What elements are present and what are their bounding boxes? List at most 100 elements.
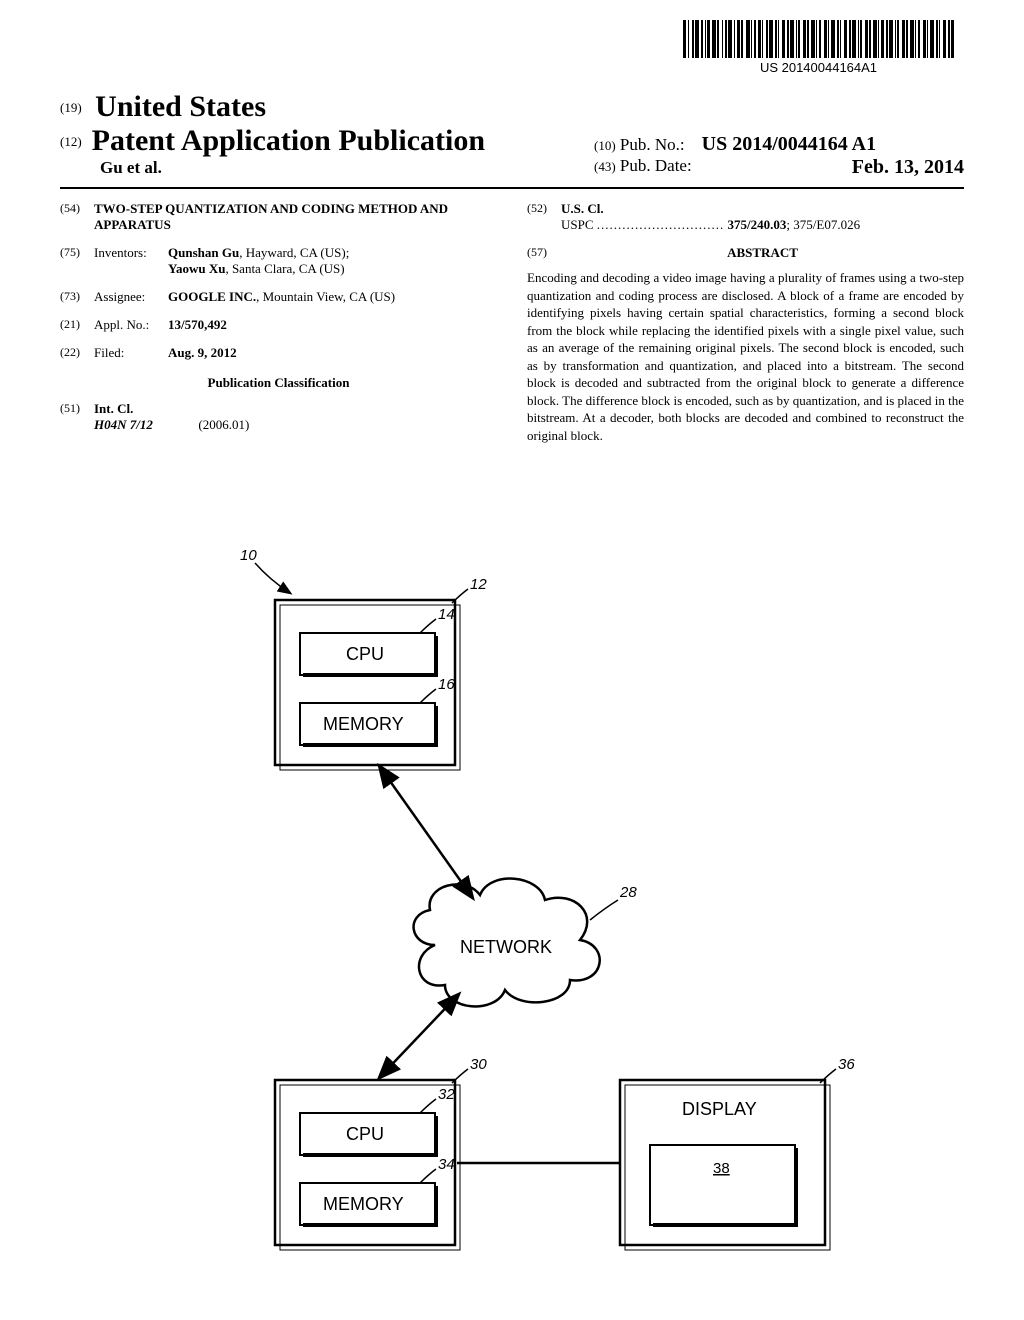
box-cpu-32-shadow-b [303, 1153, 438, 1157]
ref-10-arrow [255, 563, 290, 593]
box-memory-16-shadow-b [303, 743, 438, 747]
filed-label: Filed: [94, 345, 168, 361]
field-52: (52) U.S. Cl. USPC .....................… [527, 201, 964, 233]
field-22: (22) Filed: Aug. 9, 2012 [60, 345, 497, 361]
code-22: (22) [60, 345, 94, 361]
link-28-30 [380, 995, 458, 1077]
ref-12-line [452, 589, 468, 603]
abstract-heading: ABSTRACT [561, 245, 964, 261]
inventor-2-loc: , Santa Clara, CA (US) [225, 261, 344, 276]
cpu-label-14: CPU [346, 644, 384, 664]
barcode [683, 20, 954, 58]
assignee-name: GOOGLE INC. [168, 289, 256, 304]
memory-label-34: MEMORY [323, 1194, 404, 1214]
abstract-text: Encoding and decoding a video image havi… [527, 269, 964, 444]
field-57: (57) ABSTRACT [527, 245, 964, 265]
appl-no-label: Appl. No.: [94, 317, 168, 333]
field-75: (75) Inventors: Qunshan Gu, Hayward, CA … [60, 245, 497, 277]
code-54: (54) [60, 201, 94, 233]
ref-34: 34 [438, 1156, 455, 1173]
filed-value: Aug. 9, 2012 [168, 345, 497, 361]
code-21: (21) [60, 317, 94, 333]
display-label: DISPLAY [682, 1099, 757, 1119]
code-51: (51) [60, 401, 94, 433]
field-21: (21) Appl. No.: 13/570,492 [60, 317, 497, 333]
country: United States [95, 90, 266, 123]
box-memory-16-shadow-r [434, 706, 438, 747]
code-75: (75) [60, 245, 94, 277]
ref-34-line [420, 1169, 436, 1183]
pub-no-label: Pub. No.: [620, 135, 685, 154]
ref-12: 12 [470, 576, 487, 593]
ref-16: 16 [438, 676, 455, 693]
inventor-2-name: Yaowu Xu [168, 261, 225, 276]
ref-10: 10 [240, 547, 257, 564]
box-38-shadow-r [794, 1148, 798, 1227]
code-12: (12) [60, 134, 82, 149]
uspc-rest: ; 375/E07.026 [786, 217, 860, 232]
inventors-list: Qunshan Gu, Hayward, CA (US); Yaowu Xu, … [168, 245, 497, 277]
memory-label-16: MEMORY [323, 714, 404, 734]
appl-no-value: 13/570,492 [168, 317, 497, 333]
box-38 [650, 1145, 795, 1225]
divider [60, 187, 964, 189]
field-73: (73) Assignee: GOOGLE INC., Mountain Vie… [60, 289, 497, 305]
ref-28: 28 [619, 884, 637, 901]
box-cpu-14-shadow-r [434, 636, 438, 677]
uspc-dots: .............................. [597, 217, 725, 232]
header-line-1: (19) United States [60, 90, 964, 124]
ref-14-line [420, 619, 436, 633]
barcode-region: US 20140044164A1 [683, 20, 954, 75]
pub-no-value: US 2014/0044164 A1 [702, 133, 876, 155]
right-column: (52) U.S. Cl. USPC .....................… [527, 201, 964, 445]
field-54: (54) TWO-STEP QUANTIZATION AND CODING ME… [60, 201, 497, 233]
ref-32: 32 [438, 1086, 455, 1103]
cpu-label-32: CPU [346, 1124, 384, 1144]
barcode-text: US 20140044164A1 [683, 60, 954, 75]
ref-30-line [452, 1069, 468, 1083]
code-57: (57) [527, 245, 561, 265]
box-cpu-14-shadow-b [303, 673, 438, 677]
int-cl-body: Int. Cl. H04N 7/12 (2006.01) [94, 401, 497, 433]
ref-32-line [420, 1099, 436, 1113]
code-73: (73) [60, 289, 94, 305]
int-cl-label: Int. Cl. [94, 401, 133, 416]
biblio-columns: (54) TWO-STEP QUANTIZATION AND CODING ME… [60, 201, 964, 445]
left-column: (54) TWO-STEP QUANTIZATION AND CODING ME… [60, 201, 497, 445]
invention-title: TWO-STEP QUANTIZATION AND CODING METHOD … [94, 201, 497, 233]
us-cl-label: U.S. Cl. [561, 201, 604, 216]
inventor-1-loc: , Hayward, CA (US); [239, 245, 349, 260]
field-51: (51) Int. Cl. H04N 7/12 (2006.01) [60, 401, 497, 433]
ref-30: 30 [470, 1056, 487, 1073]
inventors-label: Inventors: [94, 245, 168, 277]
uspc-label: USPC [561, 217, 594, 232]
uspc-main: 375/240.03 [728, 217, 787, 232]
int-cl-date: (2006.01) [198, 417, 249, 432]
assignee-body: GOOGLE INC., Mountain View, CA (US) [168, 289, 497, 305]
inventor-1-name: Qunshan Gu [168, 245, 239, 260]
classification-heading: Publication Classification [60, 375, 497, 391]
ref-28-line [590, 900, 618, 920]
network-label: NETWORK [460, 937, 552, 957]
ref-36: 36 [838, 1056, 855, 1073]
box-38-shadow-b [653, 1223, 798, 1227]
us-cl-body: U.S. Cl. USPC ..........................… [561, 201, 964, 233]
code-10: (10) [594, 138, 616, 153]
ref-38: 38 [713, 1160, 730, 1177]
pub-date-label: Pub. Date: [620, 156, 692, 175]
ref-14: 14 [438, 606, 455, 623]
code-52: (52) [527, 201, 561, 233]
ref-36-line [820, 1069, 836, 1083]
ref-16-line [420, 689, 436, 703]
assignee-label: Assignee: [94, 289, 168, 305]
assignee-loc: , Mountain View, CA (US) [256, 289, 395, 304]
box-cpu-32-shadow-r [434, 1116, 438, 1157]
int-cl-class: H04N 7/12 [94, 417, 153, 432]
code-43: (43) [594, 159, 616, 174]
link-12-28 [380, 767, 472, 897]
figure-1: 10 12 CPU 14 MEMORY 16 NETWORK 28 30 CPU… [0, 545, 1024, 1305]
authors: Gu et al. [100, 158, 594, 178]
box-memory-34-shadow-r [434, 1186, 438, 1227]
header-line-2: (12) Patent Application Publication Gu e… [60, 124, 964, 179]
code-19: (19) [60, 100, 82, 115]
